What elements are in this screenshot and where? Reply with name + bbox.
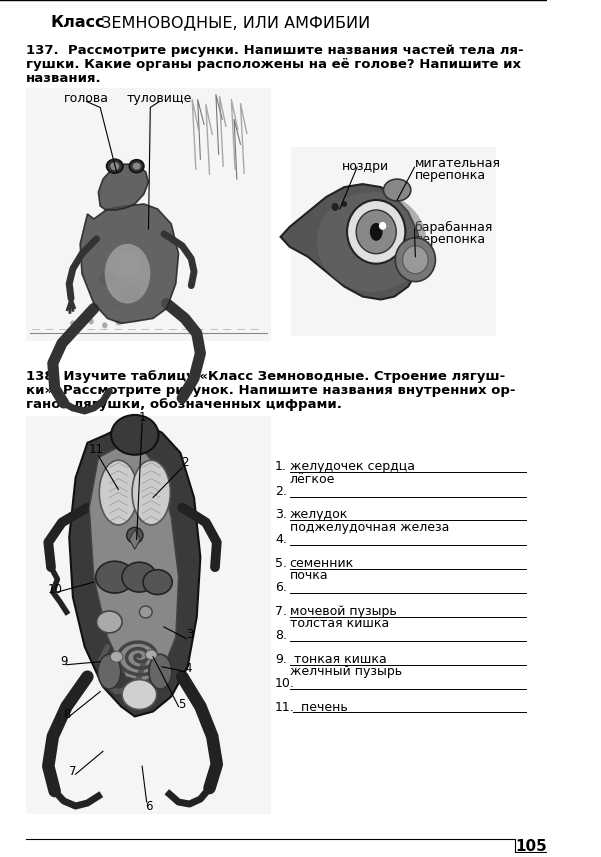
Text: 9: 9 — [60, 656, 67, 668]
Text: желудочек сердца: желудочек сердца — [290, 459, 415, 473]
Text: ки». Рассмотрите рисунок. Напишите названия внутренних ор-: ки». Рассмотрите рисунок. Напишите назва… — [25, 384, 515, 397]
Text: 5.: 5. — [275, 557, 287, 570]
Circle shape — [332, 203, 339, 211]
Circle shape — [395, 238, 435, 282]
Text: 4.: 4. — [275, 533, 287, 547]
Ellipse shape — [105, 243, 150, 303]
Text: 7: 7 — [69, 764, 76, 777]
Text: 2: 2 — [181, 456, 189, 470]
Text: почка: почка — [290, 569, 328, 582]
Text: перепонка: перепонка — [415, 169, 486, 183]
Text: перепонка: перепонка — [415, 233, 486, 246]
Text: семенник: семенник — [290, 557, 354, 570]
Circle shape — [88, 319, 94, 325]
Text: барабанная: барабанная — [415, 221, 493, 234]
Ellipse shape — [110, 162, 120, 171]
Circle shape — [341, 201, 347, 207]
Ellipse shape — [122, 562, 157, 592]
Circle shape — [70, 321, 76, 327]
Ellipse shape — [149, 654, 172, 689]
Ellipse shape — [99, 460, 138, 524]
Text: мигательная: мигательная — [415, 157, 501, 171]
Text: мочевой пузырь: мочевой пузырь — [290, 605, 397, 618]
Text: 4: 4 — [184, 662, 191, 675]
Ellipse shape — [127, 527, 143, 543]
Text: 6: 6 — [145, 800, 152, 812]
Text: 8: 8 — [63, 708, 70, 721]
Circle shape — [403, 246, 428, 273]
Text: 3.: 3. — [275, 508, 287, 521]
Text: 8.: 8. — [275, 629, 287, 642]
Text: ЗЕМНОВОДНЫЕ, ИЛИ АМФИБИИ: ЗЕМНОВОДНЫЕ, ИЛИ АМФИБИИ — [96, 15, 370, 30]
Ellipse shape — [96, 561, 134, 593]
Text: желудок: желудок — [290, 508, 348, 521]
Text: желчный пузырь: желчный пузырь — [290, 665, 402, 678]
Text: 1.: 1. — [275, 459, 287, 473]
Ellipse shape — [129, 159, 144, 172]
Text: ганов лягушки, обозначенных цифрами.: ганов лягушки, обозначенных цифрами. — [25, 398, 341, 411]
Text: толстая кишка: толстая кишка — [290, 617, 389, 630]
Text: 10: 10 — [47, 583, 62, 596]
Ellipse shape — [133, 163, 141, 170]
Text: 5: 5 — [178, 698, 186, 711]
Text: 11.: 11. — [275, 700, 295, 714]
Bar — [291, 147, 496, 336]
Ellipse shape — [383, 179, 411, 201]
Ellipse shape — [97, 611, 122, 632]
Ellipse shape — [132, 460, 170, 524]
Polygon shape — [80, 204, 178, 323]
Bar — [25, 416, 272, 814]
Ellipse shape — [143, 570, 172, 595]
Text: поджелудочная железа: поджелудочная железа — [290, 521, 449, 535]
Ellipse shape — [134, 237, 154, 251]
Polygon shape — [129, 530, 140, 549]
Text: 3: 3 — [186, 628, 193, 641]
Circle shape — [102, 322, 108, 328]
Text: печень: печень — [293, 700, 348, 714]
Ellipse shape — [122, 680, 157, 710]
Polygon shape — [281, 184, 422, 299]
Text: 1: 1 — [138, 411, 146, 424]
Bar — [25, 87, 272, 341]
Text: 10.: 10. — [275, 677, 295, 690]
Text: 137.  Рассмотрите рисунки. Напишите названия частей тела ля-: 137. Рассмотрите рисунки. Напишите назва… — [25, 44, 523, 57]
Circle shape — [115, 320, 121, 326]
Text: 9.: 9. — [275, 653, 287, 666]
Text: лёгкое: лёгкое — [290, 473, 335, 486]
Ellipse shape — [108, 297, 125, 309]
Polygon shape — [90, 446, 178, 681]
Text: туловище: туловище — [127, 92, 192, 105]
Text: 138. Изучите таблицу «Класс Земноводные. Строение лягуш-: 138. Изучите таблицу «Класс Земноводные.… — [25, 370, 505, 383]
Circle shape — [356, 210, 396, 254]
Ellipse shape — [110, 651, 123, 662]
Ellipse shape — [106, 159, 123, 173]
Ellipse shape — [317, 192, 426, 291]
Ellipse shape — [111, 415, 159, 455]
Ellipse shape — [119, 285, 142, 303]
Circle shape — [347, 200, 405, 264]
Text: 2.: 2. — [275, 484, 287, 498]
Ellipse shape — [139, 606, 152, 618]
Ellipse shape — [99, 272, 117, 285]
Text: тонкая кишка: тонкая кишка — [290, 653, 386, 666]
Text: 7.: 7. — [275, 605, 287, 618]
Text: 105: 105 — [515, 839, 547, 854]
Ellipse shape — [370, 223, 383, 241]
Text: Класс: Класс — [50, 15, 105, 30]
Text: гушки. Какие органы расположены на её голове? Напишите их: гушки. Какие органы расположены на её го… — [25, 57, 520, 71]
Text: 11: 11 — [89, 443, 104, 456]
Text: голова: голова — [64, 92, 109, 105]
Ellipse shape — [110, 251, 142, 276]
Text: 6.: 6. — [275, 581, 287, 594]
Ellipse shape — [145, 650, 157, 660]
Text: названия.: названия. — [25, 72, 101, 85]
Text: ноздри: ноздри — [341, 160, 389, 173]
Ellipse shape — [98, 654, 121, 689]
Circle shape — [379, 222, 386, 230]
Polygon shape — [99, 165, 148, 210]
Polygon shape — [69, 423, 200, 716]
